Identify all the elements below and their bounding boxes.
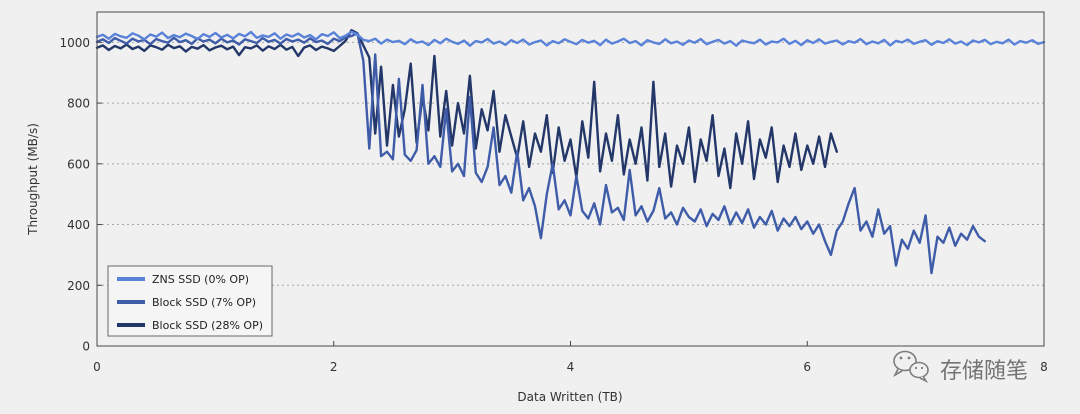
y-tick-label: 0 [82,340,90,354]
x-tick-label: 8 [1040,360,1048,374]
y-tick-label: 400 [67,218,90,232]
legend-label: ZNS SSD (0% OP) [152,273,249,286]
x-tick-label: 2 [330,360,338,374]
legend-label: Block SSD (28% OP) [152,319,263,332]
legend-entry-zns-ssd: ZNS SSD (0% OP) [117,273,249,286]
y-tick-label: 1000 [59,36,90,50]
legend-entry-block-ssd-28: Block SSD (28% OP) [117,319,263,332]
legend-label: Block SSD (7% OP) [152,296,256,309]
legend: ZNS SSD (0% OP) Block SSD (7% OP) Block … [107,265,273,337]
series-lines [95,29,1046,275]
series-line-zns-ssd-0-op [95,30,1046,47]
x-tick-label: 6 [803,360,811,374]
watermark: 存储随笔 [893,350,1028,384]
watermark-text: 存储随笔 [940,359,1028,384]
y-tick-label: 200 [67,279,90,293]
x-tick-label: 0 [93,360,101,374]
y-tick-label: 600 [67,157,90,171]
x-tick-label: 4 [567,360,575,374]
axis-ticks: 0 200 400 600 800 1000 0 2 4 6 8 [59,36,1047,374]
x-axis-title: Data Written (TB) [517,390,622,404]
y-tick-label: 800 [67,97,90,111]
y-axis-title: Throughput (MB/s) [26,123,40,236]
wechat-icon [893,350,929,383]
series-line-block-ssd-7-op [95,32,986,275]
legend-entry-block-ssd-7: Block SSD (7% OP) [117,296,256,309]
series-line-block-ssd-28-op [95,29,838,190]
